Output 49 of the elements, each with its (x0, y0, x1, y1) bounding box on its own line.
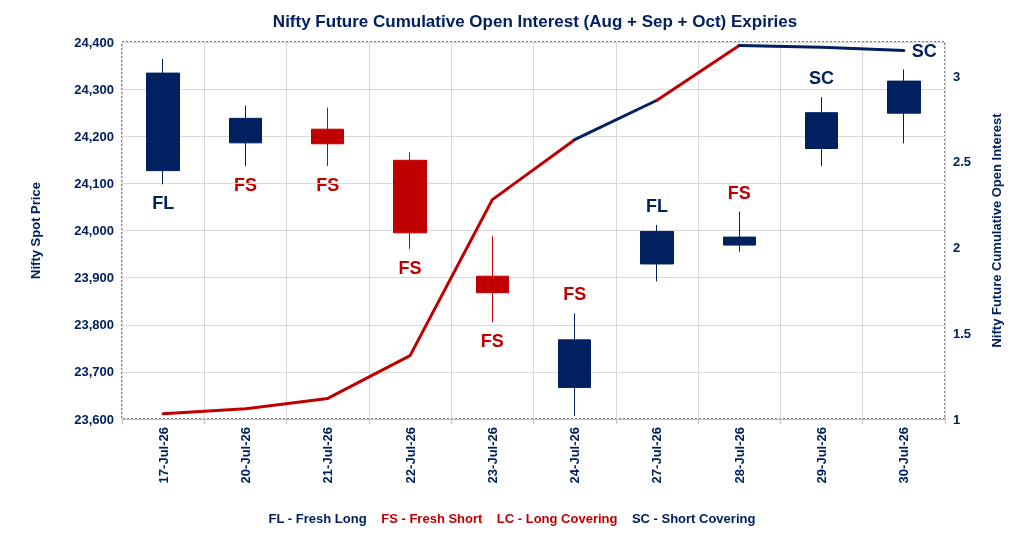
y2-tick-label: 2 (953, 240, 961, 256)
candlestick (146, 58, 180, 185)
x-tick-label: 20-Jul-26 (237, 427, 253, 484)
y-tick-label: 23,800 (74, 317, 114, 333)
x-tick-label: 17-Jul-26 (155, 427, 171, 484)
text: FS (480, 331, 504, 352)
candlestick (311, 107, 344, 167)
x-tick-label: 21-Jul-26 (320, 427, 336, 484)
x-tick-label: 24-Jul-26 (567, 427, 583, 484)
candlestick (476, 235, 509, 323)
text: FS (563, 284, 587, 305)
y-axis-title: Nifty Spot Price (28, 182, 43, 279)
candlestick (229, 105, 262, 167)
x-tick-label: 22-Jul-26 (402, 427, 418, 484)
candlestick (805, 96, 838, 167)
y-tick-label: 23,700 (74, 364, 114, 380)
y-tick-label: 24,100 (74, 175, 114, 191)
text: FS (398, 257, 422, 278)
x-tick-label: 29-Jul-26 (814, 427, 830, 484)
text: FS (727, 182, 751, 203)
data-label: SC (911, 40, 937, 61)
text: FL (152, 193, 175, 214)
text: FS - Fresh Short (381, 511, 484, 526)
y-tick-label: 24,000 (74, 223, 114, 238)
x-tick-label: 23-Jul-26 (484, 427, 500, 484)
x-tick-label: 27-Jul-26 (649, 427, 665, 484)
y-tick-label: 23,900 (74, 270, 114, 286)
text: LC - Long Covering (496, 511, 618, 526)
text: FL (645, 195, 668, 216)
y2-tick-label: 3 (953, 68, 961, 84)
y-tick-label: 24,300 (74, 81, 114, 97)
candlestick (393, 151, 427, 250)
y2-tick-label: 1 (953, 411, 961, 427)
candlestick (723, 211, 756, 253)
candlestick (558, 312, 591, 417)
x-tick-label: 28-Jul-26 (731, 427, 747, 484)
candlestick (640, 224, 674, 282)
text: FL - Fresh Long (268, 511, 367, 526)
y2-axis-title: Nifty Future Cumulative Open Interest (989, 112, 1004, 348)
y-tick-label: 23,600 (74, 411, 114, 427)
chart-title: Nifty Future Cumulative Open Interest (Aug + Sep + Oct) Expiries (272, 12, 798, 31)
x-tick-label: 30-Jul-26 (896, 427, 912, 484)
text: SC - Short Covering (631, 511, 756, 526)
candlestick (887, 68, 921, 144)
y2-tick-label: 1.5 (953, 325, 972, 341)
y-tick-label: 24,400 (74, 34, 114, 50)
y2-tick-label: 2.5 (953, 154, 972, 170)
y-tick-label: 24,200 (74, 128, 114, 144)
text: SC (809, 68, 835, 89)
